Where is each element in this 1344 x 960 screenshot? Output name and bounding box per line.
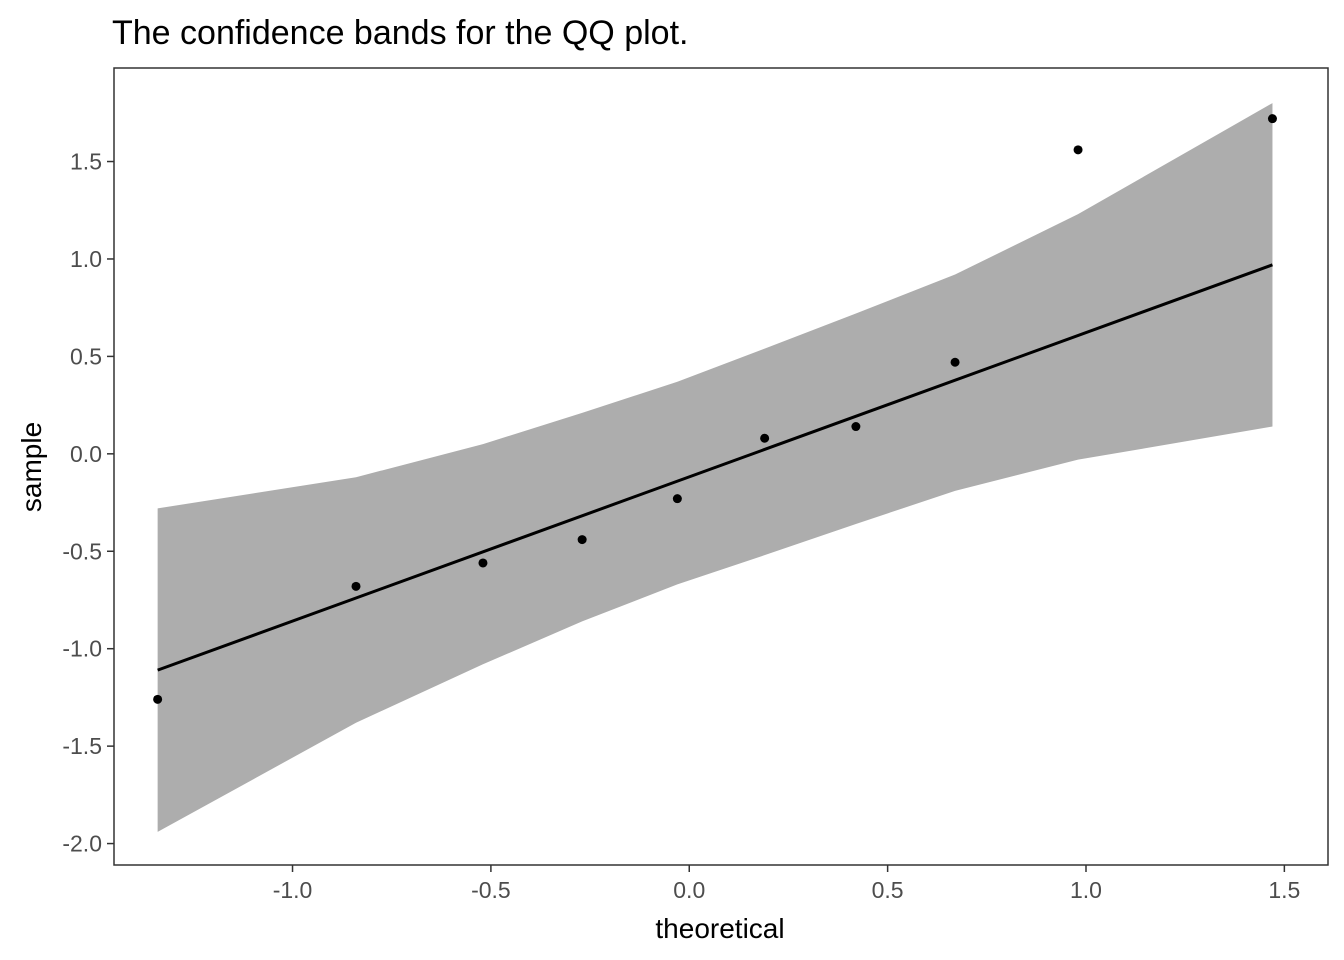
y-tick-label: -1.0: [62, 636, 102, 662]
data-point: [851, 422, 861, 432]
data-point: [760, 433, 770, 443]
y-tick-label: 1.5: [70, 149, 102, 175]
qq-reference-line: [157, 263, 1273, 672]
x-axis-title: theoretical: [655, 913, 784, 944]
panel-border: [113, 67, 1329, 866]
data-point: [153, 694, 163, 704]
x-tick-label: 1.5: [1268, 877, 1300, 903]
data-point: [1267, 114, 1277, 124]
data-point: [478, 558, 488, 568]
data-point: [950, 357, 960, 367]
y-tick-label: -1.5: [62, 733, 102, 759]
y-tick-label: 1.0: [70, 246, 102, 272]
y-tick-label: -2.0: [62, 831, 102, 857]
x-tick-label: -0.5: [471, 877, 511, 903]
data-point: [351, 581, 361, 591]
y-tick-label: 0.0: [70, 441, 102, 467]
x-tick-label: 0.0: [673, 877, 705, 903]
data-point: [672, 494, 682, 504]
data-point: [577, 535, 587, 545]
data-point: [1073, 145, 1083, 155]
x-tick-label: 0.5: [872, 877, 904, 903]
chart-title: The confidence bands for the QQ plot.: [112, 14, 688, 52]
axes: -1.0 -0.5 0.0 0.5 1.0 1.5 -2.0 -1.5 -1.0 -0.5 0.0 0…: [62, 67, 1329, 903]
y-tick-label: 0.5: [70, 343, 102, 369]
y-axis-title: sample: [16, 422, 47, 512]
x-tick-label: 1.0: [1070, 877, 1102, 903]
plot-area: [114, 68, 1328, 865]
y-tick-label: -0.5: [62, 538, 102, 564]
x-tick-label: -1.0: [273, 877, 313, 903]
